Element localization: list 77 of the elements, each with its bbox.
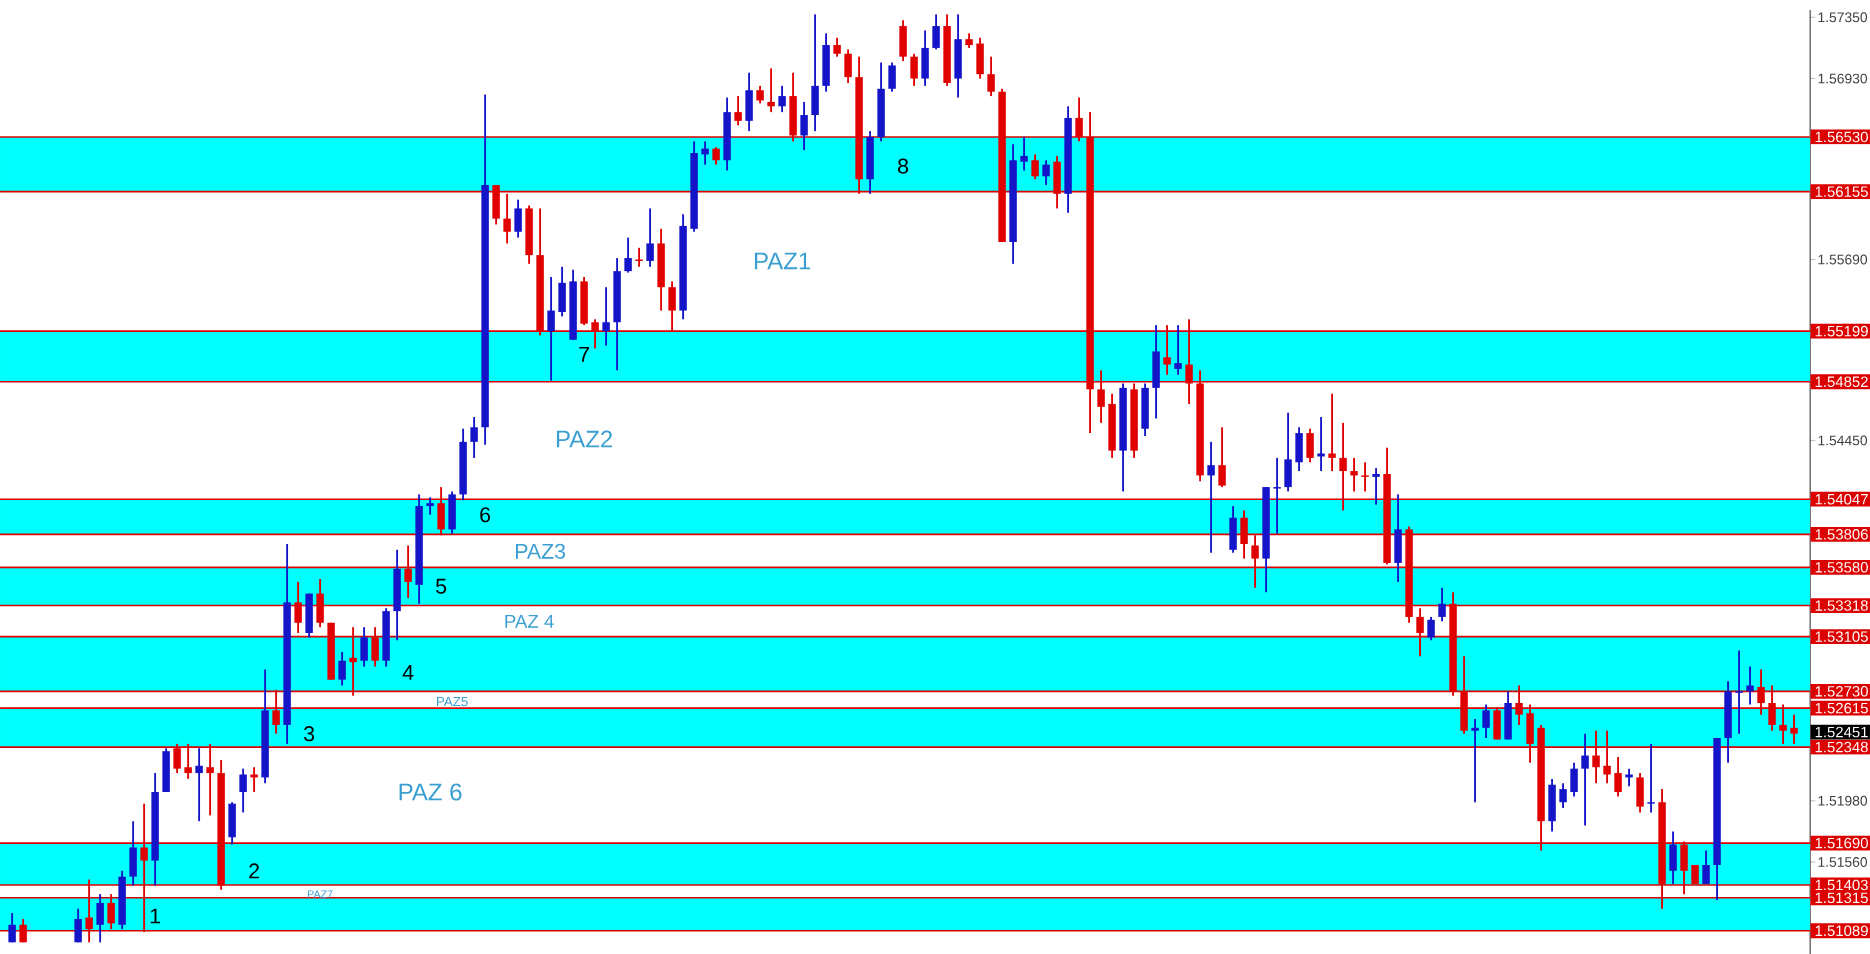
candlestick: [910, 52, 918, 87]
candlestick: [1229, 505, 1237, 554]
annotation: 6: [480, 507, 491, 523]
candlestick: [1471, 718, 1479, 804]
candlestick: [525, 204, 533, 265]
candlestick: [954, 13, 962, 99]
candlestick: [811, 13, 819, 133]
candlestick: [514, 198, 522, 239]
candlestick: [844, 48, 852, 84]
candlestick: [899, 19, 907, 62]
candlestick: [1141, 382, 1149, 437]
annotation: PAZ1: [754, 252, 811, 270]
candlestick: [657, 227, 665, 312]
candlestick: [1647, 742, 1655, 814]
candlestick: [822, 32, 830, 93]
candlestick: [448, 490, 456, 535]
candlestick: [624, 236, 632, 274]
candlestick: [745, 71, 753, 133]
candlestick: [74, 907, 82, 944]
candlestick: [96, 893, 104, 944]
candlestick: [393, 548, 401, 642]
candlestick: [646, 207, 654, 268]
annotation: PAZ 6: [399, 783, 462, 801]
candlestick: [833, 36, 841, 58]
candlestick: [1031, 153, 1039, 181]
candlestick: [888, 61, 896, 93]
candlestick: [470, 416, 478, 459]
candlestick: [1218, 426, 1226, 489]
candlestick: [1669, 830, 1677, 885]
candlestick: [932, 13, 940, 51]
candlestick: [129, 820, 137, 887]
candlestick: [778, 84, 786, 114]
annotation: 3: [303, 726, 315, 742]
candlestick: [635, 246, 643, 268]
annotation: PAZ2: [556, 430, 613, 448]
candlestick: [305, 592, 313, 639]
annotation: PAZ3: [515, 543, 566, 559]
candlestick: [1427, 616, 1435, 642]
candlestick: [1306, 427, 1314, 464]
candlestick: [1042, 159, 1050, 187]
candlestick: [1350, 456, 1358, 493]
candlestick: [602, 286, 610, 347]
candlestick: [1152, 324, 1160, 420]
candlestick: [1482, 703, 1490, 739]
candlestick: [800, 100, 808, 151]
annotation: 8: [898, 158, 909, 174]
candlestick: [1438, 586, 1446, 623]
candlestick: [1581, 732, 1589, 827]
annotation: 7: [579, 346, 589, 362]
annotation: 4: [402, 665, 414, 680]
candlestick: [1702, 849, 1710, 885]
candlestick: [1207, 440, 1215, 554]
candlestick: [1394, 493, 1402, 583]
candlestick: [338, 651, 346, 687]
candlestick: [1746, 665, 1754, 706]
candlestick: [162, 747, 170, 793]
candlestick: [921, 29, 929, 87]
candlestick: [734, 95, 742, 127]
candlestick: [1361, 461, 1369, 493]
candlestick: [1504, 690, 1512, 741]
candlestick: [360, 626, 368, 668]
candlestick: [239, 767, 247, 814]
candlestick: [195, 747, 203, 823]
annotation: PAZ 4: [505, 614, 554, 628]
candlestick: [228, 801, 236, 846]
candlestick: [767, 67, 775, 114]
candlestick: [866, 130, 874, 195]
candlestick: [1372, 467, 1380, 506]
candlestick: [426, 496, 434, 516]
candlestick: [987, 55, 995, 98]
candlestick: [1328, 392, 1336, 472]
candlestick: [1174, 324, 1182, 376]
candlestick: [8, 912, 16, 944]
annotation: 1: [150, 908, 161, 924]
annotation: 2: [249, 863, 259, 879]
candlestick: [1636, 772, 1644, 814]
annotation: 5: [436, 578, 447, 594]
